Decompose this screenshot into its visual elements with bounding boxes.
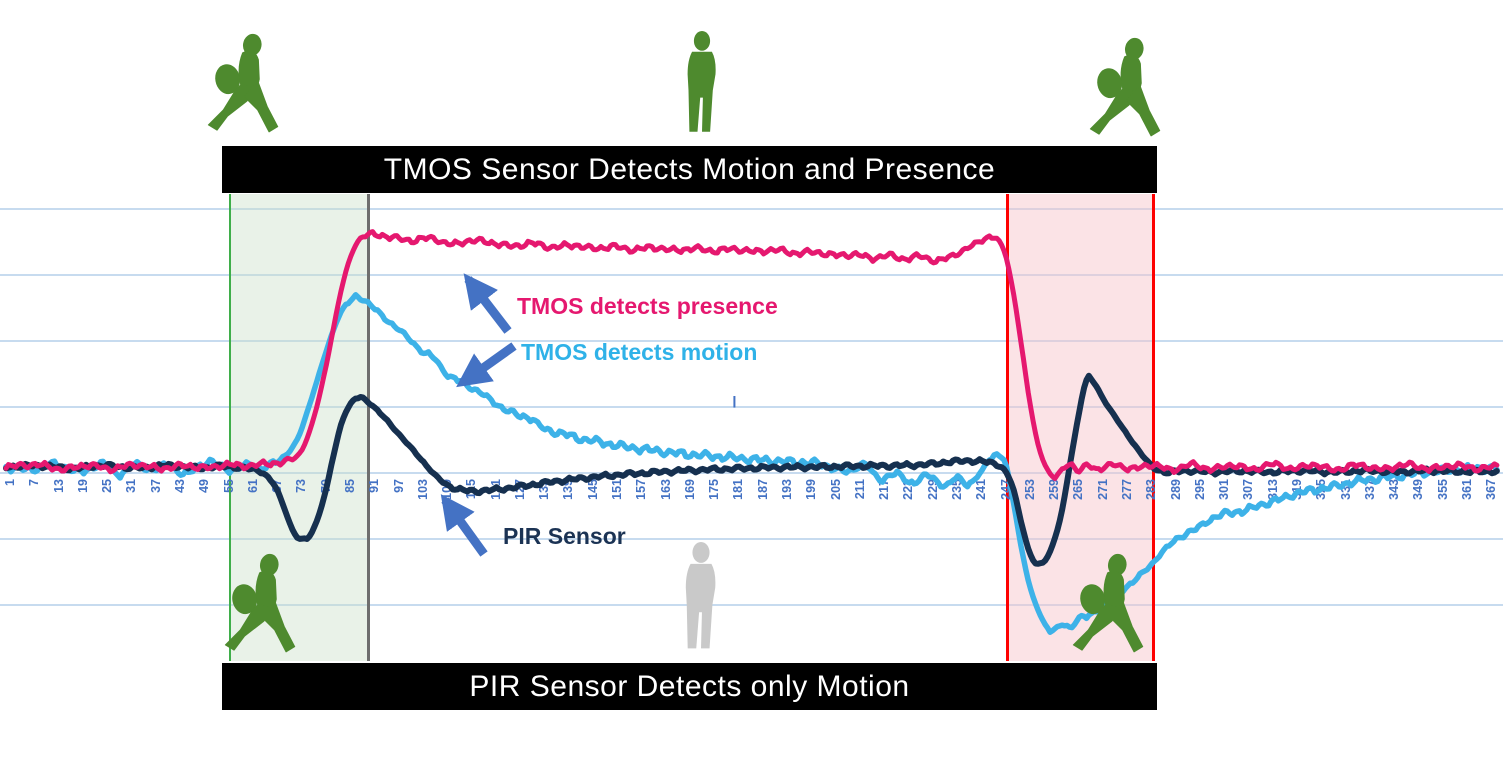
horizontal-gridline: [0, 538, 1503, 540]
bottom-stander-standing-person-icon: [660, 542, 742, 656]
bottom-walker-right-walking-person-icon: [1068, 547, 1156, 659]
annotation-arrow-icon: [456, 342, 517, 388]
horizontal-gridline: [0, 274, 1503, 276]
horizontal-gridline: [0, 472, 1503, 474]
top-walker-left-walking-person-icon: [203, 27, 291, 139]
annotation-arrow-icon: [440, 494, 488, 557]
label-tmos-detects-motion: TMOS detects motion: [521, 339, 758, 365]
horizontal-gridline: [0, 406, 1503, 408]
label-pir-sensor: PIR Sensor: [503, 523, 626, 549]
bottom-walker-left-walking-person-icon: [220, 547, 308, 659]
horizontal-gridline: [0, 340, 1503, 342]
bottom-title-banner: PIR Sensor Detects only Motion: [222, 663, 1157, 710]
top-stander-standing-person-icon: [662, 31, 742, 139]
annotation-arrow-icon: [463, 273, 512, 334]
top-title-banner: TMOS Sensor Detects Motion and Presence: [222, 146, 1157, 193]
horizontal-gridline: [0, 208, 1503, 210]
horizontal-gridline: [0, 604, 1503, 606]
label-tmos-detects-presence: TMOS detects presence: [517, 293, 778, 319]
series-tmos-detects-presence: [3, 229, 1500, 481]
top-walker-right-walking-person-icon: [1085, 31, 1173, 143]
